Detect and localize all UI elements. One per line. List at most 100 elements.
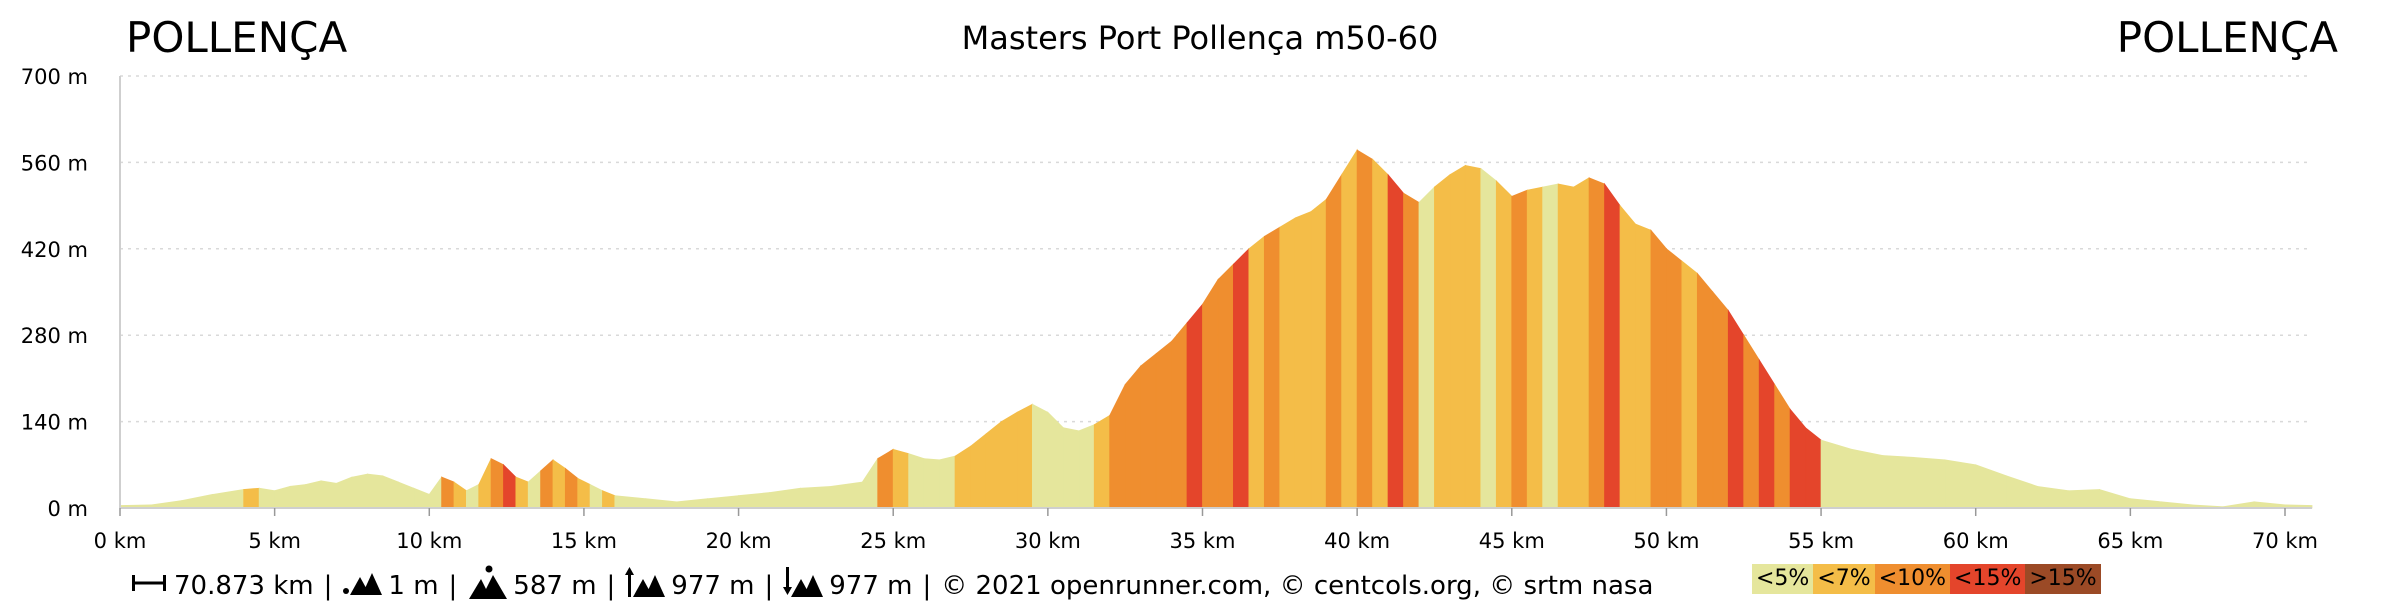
elevation-segment bbox=[2006, 475, 2038, 509]
elevation-segment bbox=[1001, 411, 1018, 509]
max-altitude-icon bbox=[467, 565, 508, 608]
elevation-segment bbox=[1743, 333, 1760, 509]
elevation-segment bbox=[1418, 186, 1435, 509]
legend-item-lt5: <5% bbox=[1752, 564, 1814, 594]
elevation-segment bbox=[1681, 260, 1698, 509]
x-tick-label: 70 km bbox=[2252, 529, 2318, 553]
legend-item-lt7: <7% bbox=[1813, 564, 1875, 594]
elevation-segment bbox=[861, 457, 879, 509]
gradient-legend: <5% <7% <10% <15% >15% bbox=[1752, 564, 2101, 594]
elevation-segment bbox=[1171, 321, 1188, 509]
elevation-segment bbox=[923, 458, 941, 509]
elevation-segment bbox=[1851, 448, 1884, 509]
x-tick-label: 40 km bbox=[1324, 529, 1390, 553]
elevation-segment bbox=[150, 500, 183, 509]
elevation-segment bbox=[367, 473, 384, 509]
descent-value: 977 m bbox=[829, 571, 913, 601]
x-tick-label: 35 km bbox=[1169, 529, 1235, 553]
elevation-segment bbox=[274, 485, 291, 509]
elevation-segment bbox=[1233, 247, 1250, 509]
elevation-segment bbox=[707, 495, 739, 509]
elevation-segment bbox=[1217, 263, 1234, 509]
route-stats: 70.873 km | 1 m | 587 m | 977 m | 977 m … bbox=[130, 565, 1653, 608]
elevation-segment bbox=[1434, 173, 1451, 509]
elevation-segment bbox=[602, 490, 616, 509]
elevation-segment bbox=[1882, 455, 1915, 509]
x-tick-label: 50 km bbox=[1633, 529, 1699, 553]
elevation-segment bbox=[320, 480, 337, 509]
x-tick-label: 30 km bbox=[1015, 529, 1081, 553]
elevation-segment bbox=[1263, 226, 1281, 509]
elevation-segment bbox=[985, 420, 1002, 509]
y-tick-label: 420 m bbox=[21, 238, 88, 262]
elevation-segment bbox=[1619, 204, 1636, 509]
separator: | bbox=[448, 571, 458, 601]
x-tick-label: 0 km bbox=[94, 529, 147, 553]
elevation-segment bbox=[1913, 456, 1946, 509]
elevation-segment bbox=[465, 483, 480, 509]
elevation-segment bbox=[1325, 173, 1343, 509]
elevation-segment bbox=[939, 455, 956, 509]
y-tick-label: 700 m bbox=[21, 65, 88, 89]
elevation-segment bbox=[769, 487, 801, 509]
elevation-segment bbox=[1805, 426, 1822, 509]
elevation-segment bbox=[1140, 352, 1157, 509]
elevation-segment bbox=[1279, 217, 1296, 509]
elevation-segment bbox=[1666, 247, 1683, 509]
elevation-segment bbox=[1387, 173, 1404, 509]
elevation-segment bbox=[1062, 427, 1080, 509]
legend-item-lt15: <15% bbox=[1950, 564, 2026, 594]
x-tick-label: 5 km bbox=[248, 529, 301, 553]
elevation-segment bbox=[336, 476, 353, 509]
elevation-segment bbox=[1511, 189, 1528, 509]
x-tick-label: 15 km bbox=[551, 529, 617, 553]
elevation-segment bbox=[2129, 498, 2162, 509]
elevation-segment bbox=[1155, 340, 1172, 509]
elevation-segment bbox=[908, 453, 925, 509]
elevation-segment bbox=[1464, 164, 1482, 509]
elevation-segment bbox=[1774, 383, 1791, 509]
elevation-segment bbox=[577, 477, 591, 509]
elevation-segment bbox=[1588, 177, 1605, 509]
elevation-segment bbox=[1186, 303, 1203, 509]
elevation-segment bbox=[397, 481, 415, 509]
separator: | bbox=[323, 571, 333, 601]
end-location: POLLENÇA bbox=[2116, 13, 2338, 62]
elevation-segment bbox=[1557, 183, 1575, 509]
elevation-segment bbox=[1712, 290, 1729, 509]
elevation-segment bbox=[515, 476, 529, 509]
separator: | bbox=[922, 571, 932, 601]
ascent-value: 977 m bbox=[671, 571, 755, 601]
elevation-segment bbox=[478, 458, 492, 509]
elevation-segment bbox=[1093, 414, 1111, 509]
elevation-segment bbox=[877, 448, 894, 509]
elevation-area bbox=[119, 148, 2313, 509]
elevation-segment bbox=[800, 485, 832, 509]
elevation-segment bbox=[413, 487, 430, 509]
chart-title: Masters Port Pollença m50-60 bbox=[961, 19, 1439, 57]
x-tick-label: 10 km bbox=[396, 529, 462, 553]
y-tick-label: 0 m bbox=[48, 497, 89, 521]
elevation-segment bbox=[382, 475, 399, 509]
elevation-segment bbox=[1202, 278, 1219, 509]
start-location: POLLENÇA bbox=[126, 13, 348, 62]
elevation-segment bbox=[453, 481, 467, 509]
elevation-segment bbox=[645, 498, 678, 509]
elevation-segment bbox=[1403, 192, 1420, 509]
elevation-segment bbox=[1789, 408, 1807, 509]
elevation-segment bbox=[1016, 403, 1033, 509]
axes bbox=[119, 76, 2312, 516]
elevation-segment bbox=[289, 484, 306, 509]
elevation-segment bbox=[1542, 183, 1559, 509]
elevation-segment bbox=[1078, 424, 1095, 509]
elevation-segment bbox=[1495, 179, 1513, 509]
elevation-segment bbox=[1820, 439, 1853, 509]
elevation-segment bbox=[1944, 459, 1977, 509]
elevation-segment bbox=[1758, 358, 1776, 509]
elevation-segment bbox=[738, 492, 770, 509]
elevation-segment bbox=[1480, 167, 1497, 509]
elevation-segment bbox=[1635, 223, 1652, 509]
elevation-segment bbox=[970, 433, 987, 509]
elevation-segment bbox=[1124, 364, 1142, 509]
x-tick-label: 45 km bbox=[1479, 529, 1545, 553]
